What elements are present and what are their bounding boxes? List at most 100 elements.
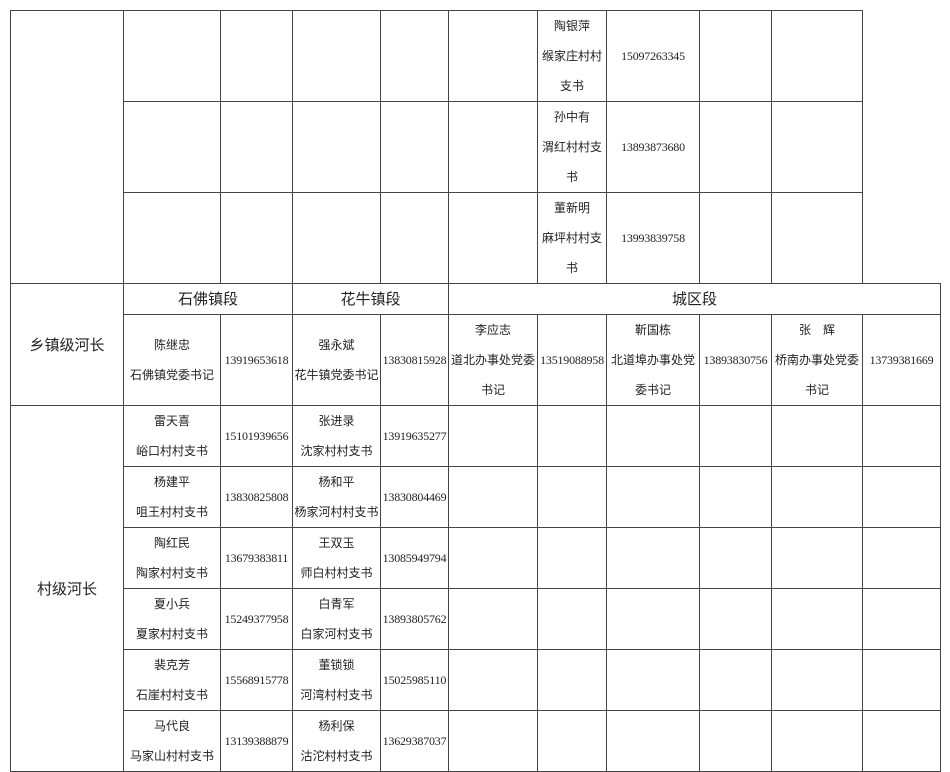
person-name: 裴克芳 [153, 658, 190, 672]
table-row: 裴克芳 石崖村村支书 15568915778 董锁锁 河湾村村支书 15025985110 [11, 649, 941, 711]
person-cell: 董锁锁 河湾村村支书 [292, 649, 381, 711]
empty-cell [220, 10, 293, 102]
empty-cell [448, 710, 538, 772]
empty-cell [537, 466, 607, 528]
person-cell: 杨建平 咀王村村支书 [123, 466, 221, 528]
empty-cell [537, 527, 607, 589]
phone-cell: 13893805762 [380, 588, 449, 650]
empty-cell [448, 10, 538, 102]
table-row: 孙中有 渭红村村支书 13893873680 [11, 101, 941, 193]
person-cell: 董新明 麻坪村村支书 [537, 192, 607, 284]
leader-cell: 张 辉桥南办事处党委书记 [771, 314, 863, 406]
person-cell: 陶银萍 缑家庄村村支书 [537, 10, 607, 102]
empty-cell [537, 649, 607, 711]
person-title: 石佛镇党委书记 [129, 368, 214, 382]
person-name: 王双玉 [318, 536, 355, 550]
person-name: 陶银萍 [553, 19, 590, 33]
person-cell: 陶红民 陶家村村支书 [123, 527, 221, 589]
leader-cell: 强永斌 花牛镇党委书记 [292, 314, 381, 406]
empty-cell [606, 466, 700, 528]
person-name: 杨利保 [318, 719, 355, 733]
empty-cell [606, 527, 700, 589]
level-label-township: 乡镇级河长 [10, 283, 124, 406]
phone-cell: 13830804469 [380, 466, 449, 528]
person-name: 马代良 [153, 719, 190, 733]
empty-cell [606, 710, 700, 772]
empty-cell [537, 710, 607, 772]
empty-cell [123, 101, 221, 193]
person-name: 杨和平 [318, 475, 355, 489]
section-header: 城区段 [448, 283, 941, 315]
empty-cell [699, 101, 772, 193]
empty-cell [123, 10, 221, 102]
empty-cell [448, 101, 538, 193]
empty-cell [862, 405, 941, 467]
table-row: 夏小兵 夏家村村支书 15249377958 白青军 白家河村支书 13893805762 [11, 588, 941, 650]
person-cell: 裴克芳 石崖村村支书 [123, 649, 221, 711]
phone-cell: 13893830756 [699, 314, 772, 406]
phone-cell: 15097263345 [606, 10, 700, 102]
person-name: 靳国栋 [634, 323, 671, 337]
empty-cell [448, 405, 538, 467]
person-title: 北道埠办事处党委书记 [610, 353, 695, 397]
phone-cell: 13919635277 [380, 405, 449, 467]
person-name: 雷天喜 [153, 414, 190, 428]
person-title: 沈家村村支书 [300, 444, 373, 458]
person-title: 陶家村村支书 [135, 566, 208, 580]
empty-cell [292, 10, 381, 102]
empty-cell [699, 527, 772, 589]
empty-cell [699, 10, 772, 102]
empty-cell [699, 588, 772, 650]
empty-cell [537, 588, 607, 650]
section-header: 石佛镇段 [123, 283, 293, 315]
empty-cell [771, 649, 863, 711]
empty-cell [699, 192, 772, 284]
person-name: 张进录 [318, 414, 355, 428]
table-row: 杨建平 咀王村村支书 13830825808 杨和平杨家河村村支书 1383080446… [11, 466, 941, 528]
table-row: 陶银萍 缑家庄村村支书 15097263345 [10, 10, 941, 284]
person-name: 董新明 [553, 201, 590, 215]
person-name: 董锁锁 [318, 658, 355, 672]
empty-cell [771, 192, 863, 284]
phone-cell: 13739381669 [862, 314, 941, 406]
person-title: 麻坪村村支书 [541, 231, 602, 275]
person-cell: 孙中有 渭红村村支书 [537, 101, 607, 193]
empty-cell [862, 588, 941, 650]
river-chief-table: 陶银萍 缑家庄村村支书 15097263345 孙中有 渭红村村支书 1389387368… [10, 10, 941, 772]
person-title: 渭红村村支书 [541, 140, 602, 184]
person-name: 夏小兵 [153, 597, 190, 611]
empty-cell [771, 527, 863, 589]
empty-cell [448, 192, 538, 284]
empty-cell [771, 710, 863, 772]
person-title: 石崖村村支书 [135, 688, 208, 702]
phone-cell: 13830825808 [220, 466, 293, 528]
phone-cell: 13629387037 [380, 710, 449, 772]
phone-cell: 15249377958 [220, 588, 293, 650]
person-name: 张 辉 [798, 323, 835, 337]
empty-cell [699, 405, 772, 467]
person-title: 杨家河村村支书 [294, 505, 379, 519]
person-title: 白家河村支书 [300, 627, 373, 641]
phone-cell: 15101939656 [220, 405, 293, 467]
empty-cell [448, 649, 538, 711]
empty-cell [292, 101, 381, 193]
phone-cell: 15568915778 [220, 649, 293, 711]
person-title: 桥南办事处党委书记 [774, 353, 859, 397]
person-title: 马家山村村支书 [129, 749, 214, 763]
empty-cell [380, 192, 449, 284]
person-name: 陶红民 [153, 536, 190, 550]
empty-cell [699, 649, 772, 711]
empty-cell [380, 10, 449, 102]
empty-cell [10, 10, 124, 284]
empty-cell [771, 405, 863, 467]
phone-cell: 13679383811 [220, 527, 293, 589]
empty-cell [862, 466, 941, 528]
person-cell: 雷天喜 峪口村村支书 [123, 405, 221, 467]
person-name: 李应志 [474, 323, 511, 337]
empty-cell [123, 192, 221, 284]
person-title: 河湾村村支书 [300, 688, 373, 702]
person-name: 白青军 [318, 597, 355, 611]
person-name: 杨建平 [153, 475, 190, 489]
person-title: 峪口村村支书 [135, 444, 208, 458]
phone-cell: 13893873680 [606, 101, 700, 193]
